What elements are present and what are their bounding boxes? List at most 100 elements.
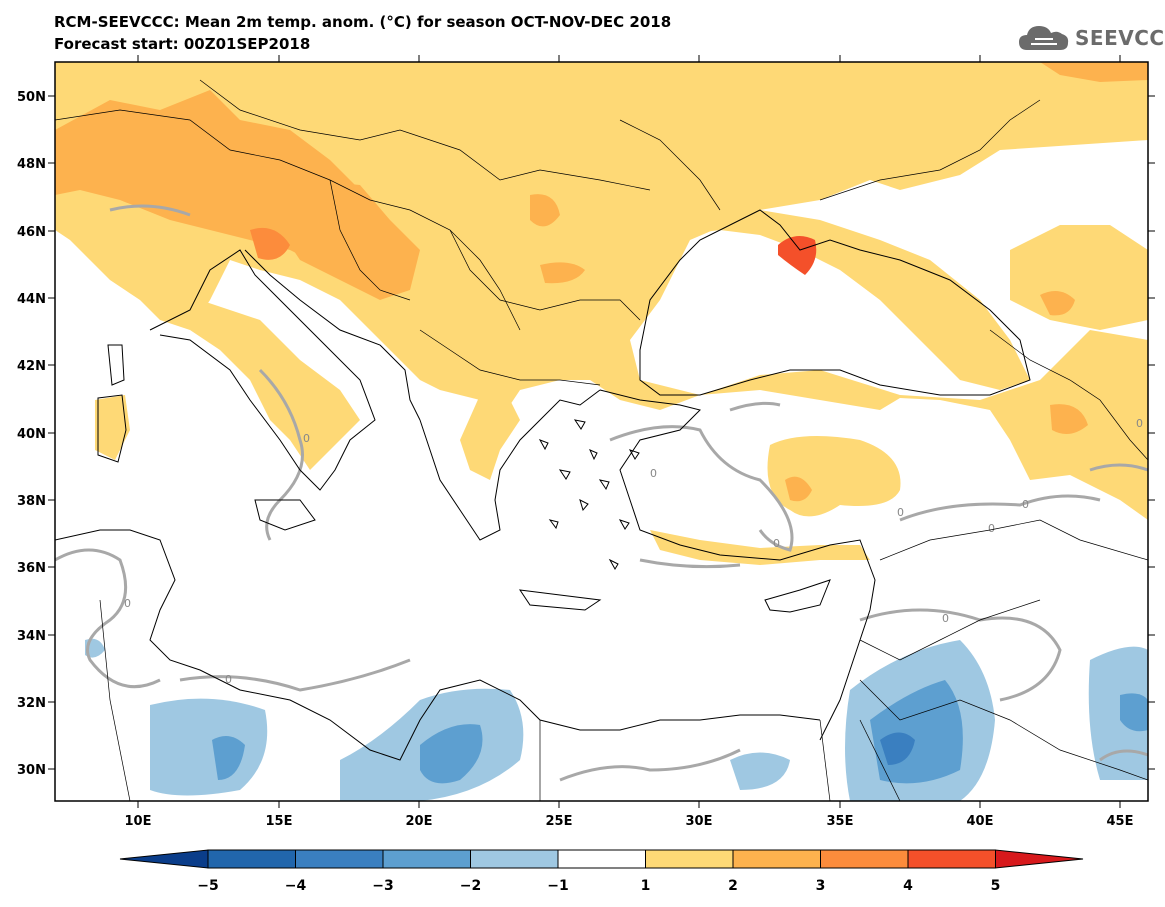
y-tick: 48N — [17, 157, 1155, 172]
warm-anomaly-level4-crimea — [778, 236, 817, 275]
x-tick: 45E — [1107, 55, 1134, 829]
colorbar-label: 2 — [728, 878, 738, 894]
y-tick-label: 46N — [17, 225, 46, 240]
x-tick: 35E — [827, 55, 854, 829]
zero-contour-line — [559, 748, 741, 782]
y-tick-label: 36N — [17, 561, 46, 576]
zero-contour-line — [859, 608, 1062, 702]
contour-label: 0 — [1136, 417, 1143, 430]
border-line — [329, 179, 411, 301]
y-tick: 34N — [17, 629, 1155, 644]
island-outline — [598, 479, 610, 491]
island-outline — [573, 419, 586, 430]
y-tick-label: 38N — [17, 494, 46, 509]
zero-contour-line — [1089, 463, 1148, 472]
island-outline — [548, 519, 559, 530]
cool-anomaly-level2-libya — [420, 724, 483, 784]
cool-anomaly-level3-jordan — [880, 732, 915, 765]
x-tick-label: 35E — [827, 814, 854, 829]
border-line — [199, 79, 651, 191]
contour-label: 0 — [303, 432, 310, 445]
x-tick-label: 10E — [125, 814, 152, 829]
contour-label: 0 — [650, 467, 657, 480]
x-tick-label: 15E — [266, 814, 293, 829]
y-tick: 32N — [17, 696, 1155, 711]
coastline-turkey — [599, 389, 876, 641]
border-line — [449, 229, 641, 321]
y-tick: 36N — [17, 561, 1155, 576]
zero-contour-line — [729, 401, 781, 412]
aegean-islands — [538, 419, 640, 570]
colorbar-high-extend — [995, 849, 1084, 869]
zero-contour-line — [899, 494, 1101, 522]
warm-anomaly-level2-balkans — [280, 180, 420, 300]
island-outline — [558, 469, 571, 480]
zero-contour-line — [258, 368, 304, 541]
y-tick-label: 48N — [17, 157, 46, 172]
map-frame — [54, 61, 1149, 802]
forecast-start-label: Forecast start: 00Z01SEP2018 — [54, 35, 311, 53]
seevccc-logo: SEEVCCC — [1017, 22, 1165, 54]
island-outline — [628, 449, 640, 460]
cloud-icon — [1019, 26, 1069, 50]
coastline-africa — [55, 529, 821, 761]
border-line — [819, 99, 1041, 201]
contour-label: 0 — [897, 506, 904, 519]
border-line — [859, 719, 901, 801]
warm-anomaly-level2-danube — [540, 262, 585, 284]
zero-contour-labels: 0 0 0 0 0 0 0 0 0 0 — [124, 417, 1143, 686]
map-field: 0 0 0 0 0 0 0 0 0 0 — [55, 62, 1148, 801]
colorbar-label: 4 — [903, 878, 913, 894]
zero-contour-line — [109, 204, 191, 217]
colorbar: −5 −4 −3 −2 −1 1 2 3 4 5 — [119, 849, 1084, 894]
zero-contour-line — [609, 425, 794, 552]
x-tick: 10E — [125, 55, 152, 829]
colorbar-segment — [382, 849, 471, 869]
colorbar-label: −3 — [372, 878, 393, 894]
y-tick-label: 34N — [17, 629, 46, 644]
colorbar-label: 5 — [991, 878, 1001, 894]
y-tick: 40N — [17, 427, 1155, 442]
y-tick: 42N — [17, 359, 1155, 374]
island-outline — [608, 558, 619, 570]
x-tick-label: 45E — [1107, 814, 1134, 829]
y-tick-label: 50N — [17, 90, 46, 105]
warm-anomaly-region-sardinia — [95, 395, 130, 460]
border-line — [99, 599, 131, 801]
y-tick: 44N — [17, 292, 1155, 307]
y-tick: 30N — [17, 763, 1155, 778]
colorbar-label: −1 — [547, 878, 568, 894]
island-outline — [538, 439, 549, 451]
x-tick-label: 20E — [406, 814, 433, 829]
coastline-greece — [419, 389, 601, 541]
warm-anomaly-level2-east — [1050, 404, 1088, 434]
border-line — [989, 329, 1148, 461]
colorbar-label: −2 — [460, 878, 481, 894]
colorbar-segment — [820, 849, 909, 869]
zero-contour-line — [639, 558, 741, 569]
y-tick-label: 32N — [17, 696, 46, 711]
colorbar-segment — [295, 849, 384, 869]
coastlines — [55, 209, 1031, 761]
island-outline — [618, 519, 630, 530]
x-tick: 30E — [686, 55, 712, 829]
contour-label: 0 — [225, 673, 232, 686]
national-borders — [55, 79, 1148, 801]
coastline-black-sea — [639, 209, 1031, 396]
colorbar-segment — [732, 849, 821, 869]
colorbar-label: −5 — [197, 878, 218, 894]
island-outline — [579, 499, 589, 512]
colorbar-segment — [645, 849, 734, 869]
colorbar-segment — [557, 849, 646, 869]
zero-contour-line — [55, 548, 161, 689]
border-line — [419, 329, 601, 386]
cool-anomaly-level2-iraq — [1120, 693, 1148, 732]
cool-anomaly-region-libya-west — [150, 698, 268, 796]
y-tick-label: 30N — [17, 763, 46, 778]
contour-label: 0 — [124, 597, 131, 610]
contour-label: 0 — [988, 522, 995, 535]
coastline-corsica — [107, 344, 125, 386]
border-line — [879, 519, 1148, 561]
cool-anomaly-region-egypt — [730, 752, 790, 790]
